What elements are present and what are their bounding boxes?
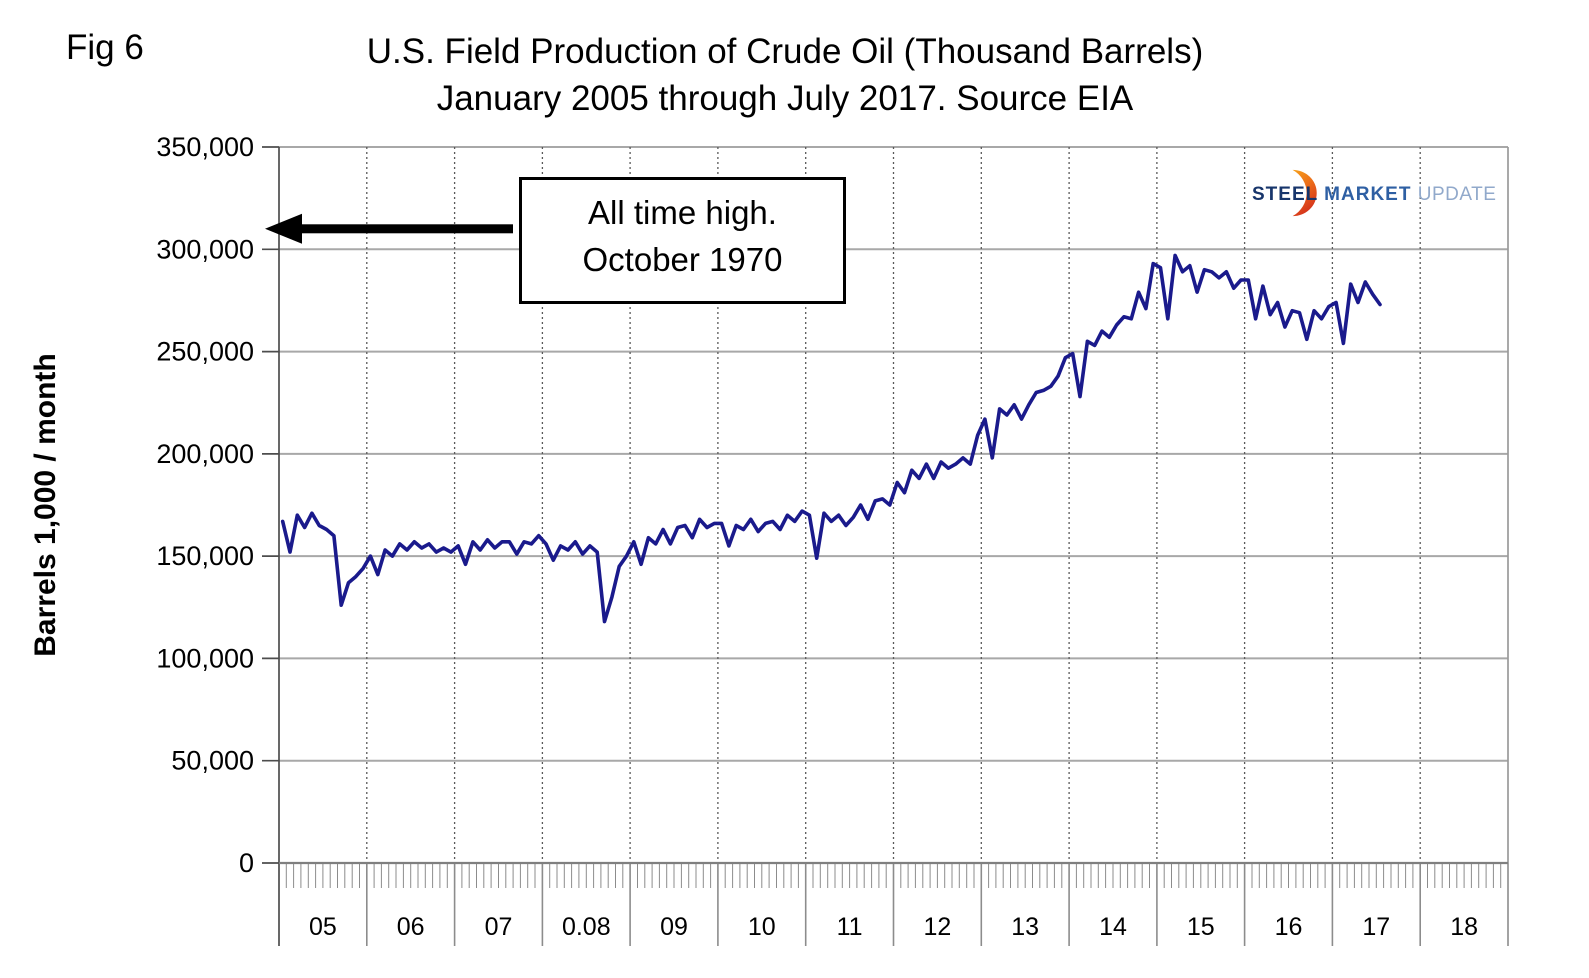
- svg-text:250,000: 250,000: [156, 337, 254, 367]
- figure-label: Fig 6: [66, 28, 144, 67]
- svg-text:11: 11: [837, 913, 863, 941]
- svg-text:10: 10: [748, 913, 776, 941]
- svg-text:50,000: 50,000: [171, 746, 254, 776]
- svg-text:100,000: 100,000: [156, 643, 254, 673]
- svg-text:17: 17: [1362, 913, 1390, 941]
- logo-word-steel: STEEL: [1252, 184, 1318, 205]
- svg-text:05: 05: [309, 913, 337, 941]
- svg-text:350,000: 350,000: [156, 132, 254, 162]
- logo-word-update: UPDATE: [1417, 184, 1497, 205]
- y-axis-title: Barrels 1,000 / month: [29, 353, 62, 657]
- chart-title: U.S. Field Production of Crude Oil (Thou…: [250, 28, 1320, 122]
- logo-swoosh-icon: [1292, 169, 1317, 217]
- chart-title-line1: U.S. Field Production of Crude Oil (Thou…: [366, 32, 1204, 71]
- svg-text:12: 12: [923, 913, 951, 941]
- logo-word-market: MARKET: [1324, 184, 1412, 205]
- svg-text:13: 13: [1011, 913, 1039, 941]
- svg-text:18: 18: [1450, 913, 1478, 941]
- annotation-line1: All time high.: [588, 194, 777, 231]
- svg-text:06: 06: [397, 913, 425, 941]
- svg-text:07: 07: [485, 913, 513, 941]
- svg-text:200,000: 200,000: [156, 439, 254, 469]
- svg-text:15: 15: [1187, 913, 1215, 941]
- svg-text:09: 09: [660, 913, 688, 941]
- svg-text:16: 16: [1275, 913, 1303, 941]
- svg-text:300,000: 300,000: [156, 234, 254, 264]
- svg-text:0.08: 0.08: [562, 913, 611, 941]
- svg-text:150,000: 150,000: [156, 541, 254, 571]
- chart-title-line2: January 2005 through July 2017. Source E…: [436, 79, 1134, 118]
- annotation-line2: October 1970: [582, 241, 783, 278]
- svg-text:14: 14: [1099, 913, 1127, 941]
- steel-market-update-logo: STEEL MARKET UPDATE: [1252, 168, 1497, 220]
- annotation-callout: All time high. October 1970: [519, 177, 846, 304]
- svg-text:0: 0: [239, 848, 254, 878]
